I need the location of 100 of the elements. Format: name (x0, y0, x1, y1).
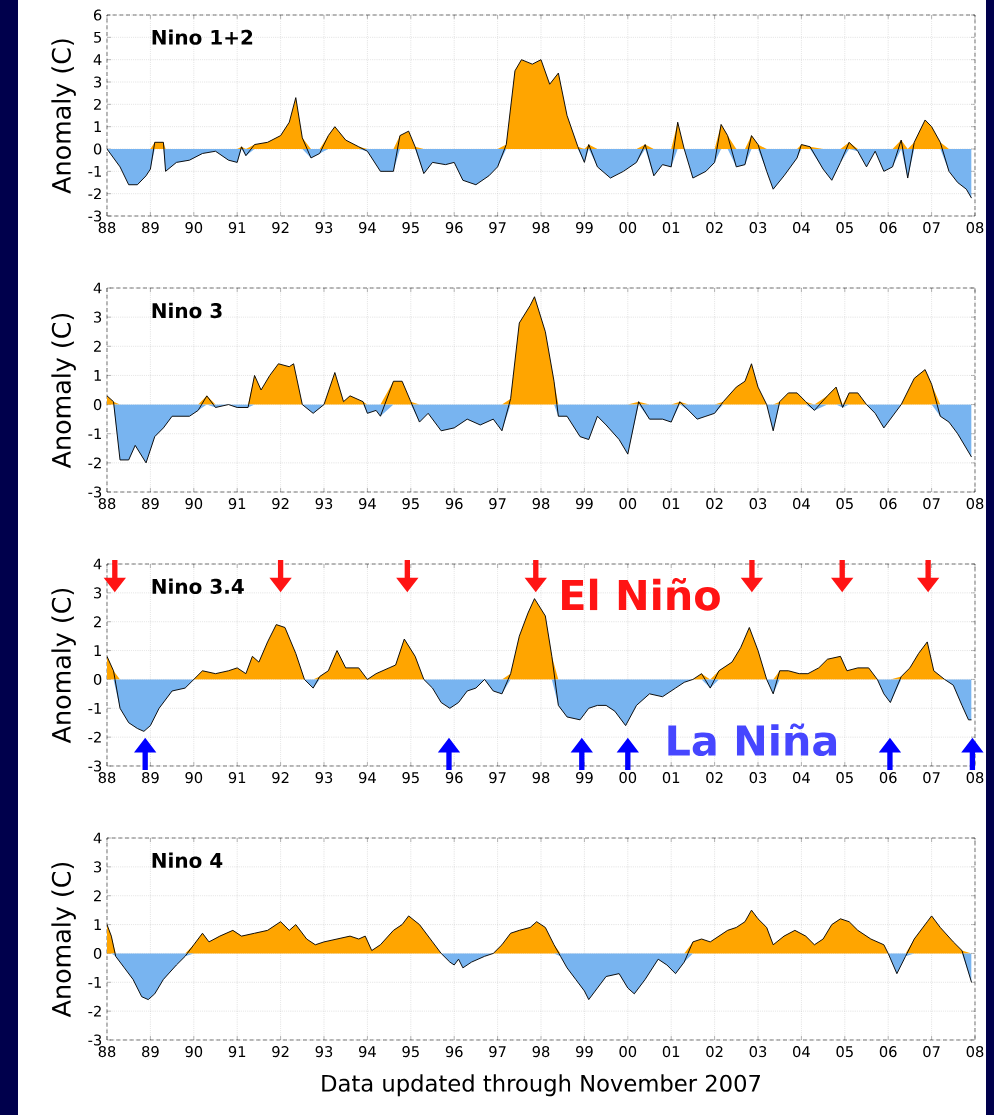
x-tick-label: 93 (315, 222, 333, 234)
x-tick-label: 98 (532, 222, 550, 234)
x-tick-label: 06 (879, 222, 897, 234)
y-tick-label: -3 (88, 210, 102, 222)
x-tick-label: 93 (315, 1046, 333, 1058)
x-tick-label: 92 (272, 772, 289, 784)
x-tick-label: 90 (185, 772, 203, 784)
x-tick-label: 03 (749, 222, 767, 234)
x-tick-label: 06 (879, 772, 897, 784)
y-tick-label: 1 (94, 919, 101, 930)
x-tick-label: 07 (923, 772, 940, 784)
x-tick-label: 96 (445, 222, 463, 234)
y-axis-title: Anomaly (C) (51, 39, 76, 194)
x-tick-label: 06 (879, 1046, 897, 1058)
x-tick-label: 96 (445, 498, 463, 510)
y-tick-label: -1 (88, 702, 101, 714)
y-tick-label: 3 (94, 587, 102, 599)
y-tick-label: 4 (93, 558, 102, 570)
x-tick-label: 00 (619, 498, 637, 510)
x-tick-label: 08 (966, 772, 984, 784)
text: Nino 3.4 (152, 578, 244, 594)
x-tick-label: 03 (749, 498, 767, 510)
x-tick-label: 94 (358, 222, 376, 234)
x-tick-label: 07 (923, 222, 940, 234)
y-tick-label: -3 (88, 1034, 102, 1046)
x-tick-label: 08 (966, 1046, 984, 1058)
x-tick-label: 99 (575, 772, 593, 784)
x-tick-label: 03 (749, 772, 767, 784)
x-tick-label: 91 (228, 772, 246, 784)
x-tick-label: 04 (793, 498, 810, 510)
y-tick-label: 0 (93, 947, 102, 959)
x-tick-label: 90 (185, 1046, 203, 1058)
x-tick-label: 98 (532, 772, 550, 784)
y-tick-label: 2 (94, 890, 101, 902)
x-tick-label: 94 (358, 1046, 376, 1058)
x-axis-title: Data updated through November 2007 (322, 1074, 760, 1097)
y-tick-label: -3 (88, 760, 102, 772)
y-tick-label: -1 (88, 428, 101, 440)
x-tick-label: 93 (315, 498, 333, 510)
x-tick-label: 03 (749, 1046, 767, 1058)
x-tick-label: 88 (98, 222, 116, 234)
x-tick-label: 88 (98, 772, 116, 784)
text: Nino 4 (152, 852, 223, 868)
y-tick-label: 3 (94, 311, 102, 323)
x-tick-label: 04 (793, 1046, 810, 1058)
y-tick-label: 5 (94, 31, 102, 43)
text: Nino 1+2 (152, 29, 253, 45)
x-tick-label: 91 (228, 498, 246, 510)
x-tick-label: 99 (575, 222, 593, 234)
annotation: La Niña (668, 723, 837, 757)
x-tick-label: 95 (402, 222, 419, 234)
y-axis-title: Anomaly (C) (51, 862, 76, 1018)
y-tick-label: 1 (94, 121, 101, 133)
x-tick-label: 94 (358, 772, 376, 784)
x-tick-label: 92 (272, 1046, 289, 1058)
x-tick-label: 00 (619, 1046, 637, 1058)
x-tick-label: 92 (272, 222, 289, 234)
x-tick-label: 96 (445, 772, 463, 784)
y-axis-title: Anomaly (C) (51, 588, 76, 744)
x-tick-label: 98 (532, 498, 550, 510)
y-tick-label: 2 (94, 98, 101, 110)
x-tick-label: 90 (185, 498, 203, 510)
x-tick-label: 08 (966, 222, 984, 234)
x-tick-label: 05 (836, 498, 853, 510)
text: Nino 3 (152, 302, 222, 319)
x-tick-label: 04 (793, 772, 810, 784)
x-tick-label: 89 (142, 222, 159, 234)
x-tick-label: 04 (793, 222, 810, 234)
x-tick-label: 97 (489, 772, 506, 784)
y-tick-label: -3 (88, 486, 102, 498)
x-tick-label: 96 (445, 1046, 463, 1058)
y-tick-label: 0 (93, 399, 102, 411)
x-tick-label: 07 (923, 1046, 940, 1058)
x-tick-label: 08 (966, 498, 984, 510)
x-tick-label: 02 (706, 498, 723, 510)
x-tick-label: 00 (619, 772, 637, 784)
y-tick-label: -1 (88, 976, 101, 988)
x-tick-label: 89 (142, 772, 159, 784)
y-tick-label: 1 (94, 370, 101, 381)
x-tick-label: 88 (98, 1046, 116, 1058)
x-tick-label: 94 (358, 498, 376, 510)
y-tick-label: 4 (93, 54, 102, 66)
y-tick-label: 0 (93, 143, 102, 155)
x-tick-label: 07 (923, 498, 940, 510)
y-tick-label: -2 (88, 731, 101, 743)
y-tick-label: -2 (88, 1005, 101, 1017)
x-tick-label: 02 (706, 772, 723, 784)
y-tick-label: 3 (94, 861, 102, 873)
x-tick-label: 01 (662, 498, 680, 510)
x-tick-label: 89 (142, 1046, 159, 1058)
y-tick-label: 0 (93, 673, 102, 685)
x-tick-label: 05 (836, 772, 853, 784)
x-tick-label: 97 (489, 222, 506, 234)
x-tick-label: 90 (185, 222, 203, 234)
y-tick-label: 2 (94, 340, 101, 352)
x-tick-label: 93 (315, 772, 333, 784)
x-tick-label: 99 (575, 498, 593, 510)
y-tick-label: 1 (94, 645, 101, 656)
x-tick-label: 06 (879, 498, 897, 510)
annotation: El Niño (562, 577, 720, 611)
